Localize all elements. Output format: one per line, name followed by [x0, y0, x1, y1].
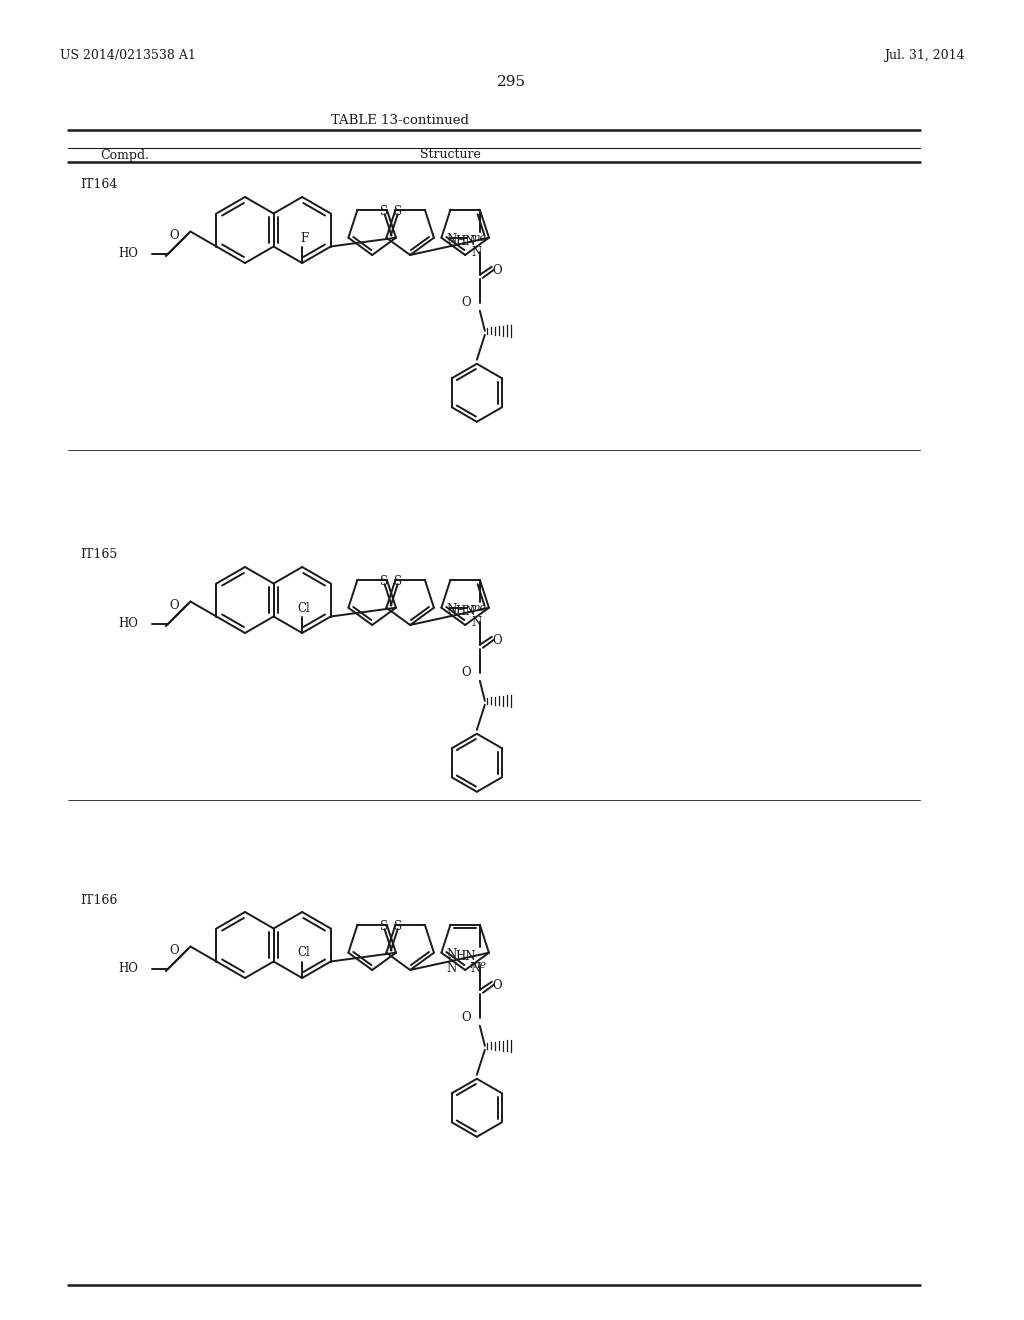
Text: O: O — [170, 599, 179, 612]
Text: Jul. 31, 2014: Jul. 31, 2014 — [885, 49, 965, 62]
Text: S: S — [394, 920, 402, 933]
Text: N: N — [471, 247, 481, 260]
Text: HO: HO — [119, 616, 138, 630]
Text: N: N — [446, 962, 457, 975]
Text: 295: 295 — [498, 75, 526, 88]
Text: O: O — [461, 667, 471, 680]
Text: me: me — [469, 960, 486, 970]
Text: Cl: Cl — [298, 946, 310, 960]
Text: S: S — [394, 576, 402, 589]
Text: N: N — [446, 234, 457, 247]
Text: IT166: IT166 — [80, 894, 118, 907]
Text: N: N — [446, 948, 457, 961]
Text: Compd.: Compd. — [100, 149, 150, 161]
Text: HN: HN — [456, 606, 476, 618]
Text: HN: HN — [456, 950, 476, 964]
Text: S: S — [380, 576, 388, 589]
Text: O: O — [493, 979, 502, 993]
Text: me: me — [469, 603, 486, 612]
Text: S: S — [394, 206, 402, 218]
Text: S: S — [380, 206, 388, 218]
Text: me: me — [469, 232, 486, 243]
Text: O: O — [170, 228, 179, 242]
Text: IT164: IT164 — [80, 178, 118, 191]
Text: O: O — [493, 635, 502, 647]
Text: O: O — [170, 944, 179, 957]
Text: IT165: IT165 — [80, 549, 118, 561]
Text: HO: HO — [119, 247, 138, 260]
Text: TABLE 13-continued: TABLE 13-continued — [331, 114, 469, 127]
Text: N: N — [470, 961, 480, 974]
Text: F: F — [300, 231, 308, 244]
Text: US 2014/0213538 A1: US 2014/0213538 A1 — [60, 49, 196, 62]
Text: N: N — [446, 603, 457, 616]
Text: Structure: Structure — [420, 149, 480, 161]
Text: Cl: Cl — [298, 602, 310, 615]
Text: O: O — [461, 296, 471, 309]
Text: N: N — [471, 616, 481, 630]
Text: O: O — [493, 264, 502, 277]
Text: HO: HO — [119, 962, 138, 975]
Text: S: S — [380, 920, 388, 933]
Text: HN: HN — [456, 235, 476, 248]
Text: O: O — [461, 1011, 471, 1024]
